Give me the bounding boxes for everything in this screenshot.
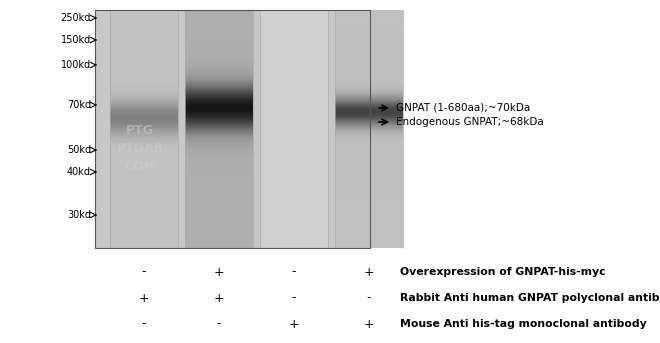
Text: -: - [292,265,296,279]
Text: 100kd: 100kd [61,60,91,70]
Text: +: + [364,318,374,331]
Text: -: - [142,318,147,331]
Text: Endogenous GNPAT;~68kDa: Endogenous GNPAT;~68kDa [396,117,544,127]
Text: -: - [216,318,221,331]
Text: Rabbit Anti human GNPAT polyclonal antibody: Rabbit Anti human GNPAT polyclonal antib… [400,293,660,303]
Text: -: - [142,265,147,279]
Text: -: - [292,292,296,305]
Bar [95,10,370,248]
Bar [95,10,370,248]
Text: Overexpression of GNPAT-his-myc: Overexpression of GNPAT-his-myc [400,267,606,277]
Text: Mouse Anti his-tag monoclonal antibody: Mouse Anti his-tag monoclonal antibody [400,319,647,329]
Text: +: + [364,265,374,279]
Text: PTG: PTG [126,123,154,137]
Text: 50kd: 50kd [67,145,91,155]
Text: GNPAT (1-680aa);~70kDa: GNPAT (1-680aa);~70kDa [396,103,530,113]
Text: 250kd: 250kd [61,13,91,23]
Text: 40kd: 40kd [67,167,91,177]
Text: -: - [367,292,371,305]
Text: +: + [214,265,224,279]
Text: 70kd: 70kd [67,100,91,110]
Text: +: + [214,292,224,305]
Text: 30kd: 30kd [67,210,91,220]
Text: COM: COM [124,159,156,173]
Text: 150kd: 150kd [61,35,91,45]
Text: +: + [288,318,300,331]
Text: +: + [139,292,149,305]
Text: PTGAB: PTGAB [116,142,164,154]
